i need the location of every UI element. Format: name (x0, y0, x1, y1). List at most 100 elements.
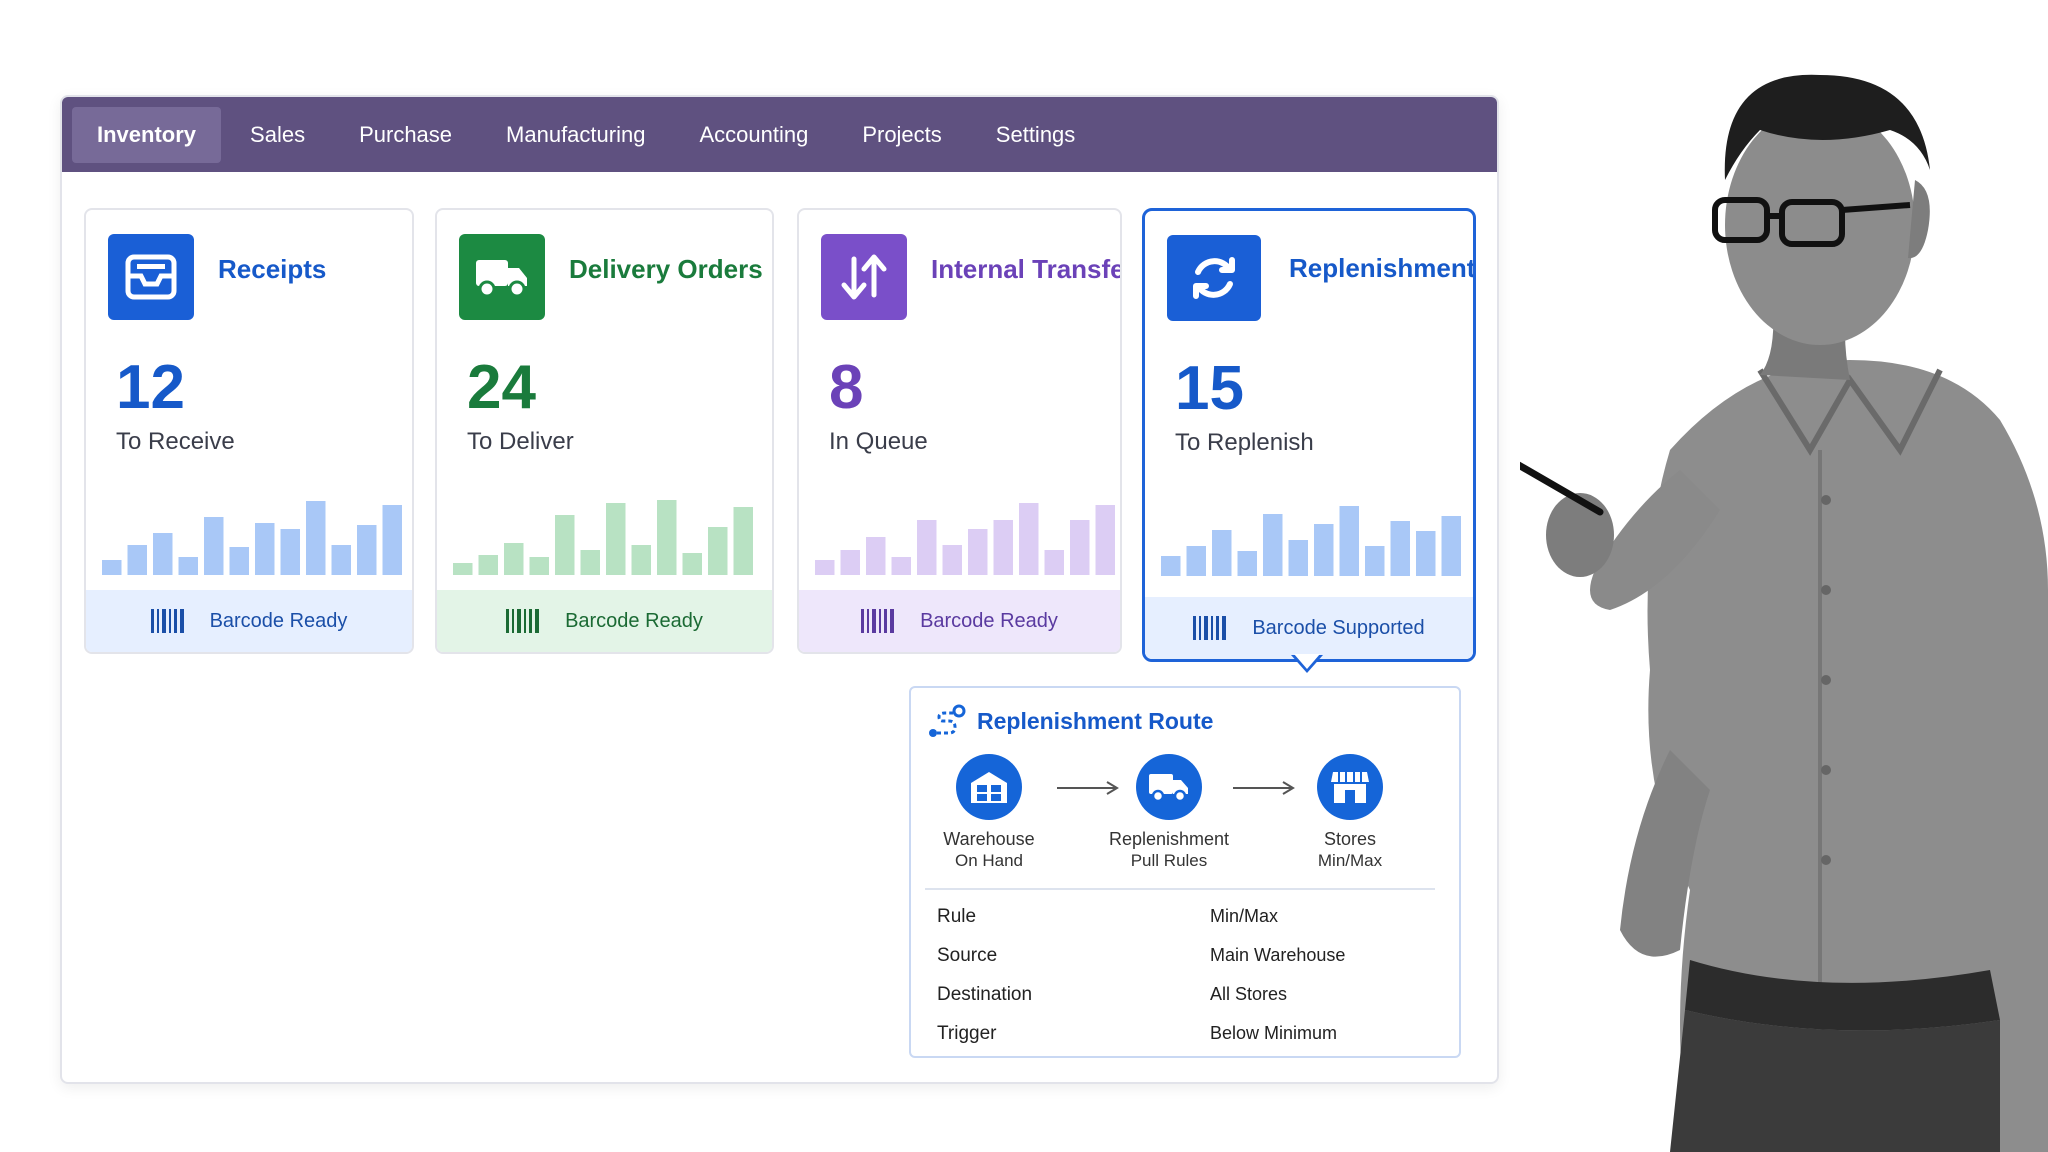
node-sublabel: On Hand (954, 851, 1024, 870)
mini-bar (1186, 546, 1206, 576)
route-node-warehouse: Warehouse On Hand (909, 754, 1069, 872)
mini-bar (453, 563, 473, 575)
card-count: 8 (829, 353, 864, 422)
mini-bar (102, 560, 122, 575)
barcode-status: Barcode Supported (1252, 616, 1425, 639)
mini-bar-chart (815, 475, 1115, 575)
mini-bar (504, 543, 524, 575)
transfer-arrows-icon (821, 234, 907, 320)
refresh-cycle-icon (1167, 235, 1261, 321)
card-title: Internal Transfers (931, 254, 1120, 284)
mini-bar (331, 545, 351, 575)
mini-bar-chart (453, 475, 753, 575)
node-label: Replenishment (1108, 829, 1230, 849)
mini-bar (1044, 550, 1064, 575)
card-count: 24 (467, 353, 536, 422)
mini-bar (993, 520, 1013, 575)
mini-bar (306, 501, 326, 575)
nav-settings[interactable]: Settings (995, 121, 1076, 147)
nav-projects[interactable]: Projects (862, 121, 942, 147)
node-label: Warehouse (943, 829, 1035, 849)
barcode-icon (150, 609, 184, 633)
route-node-replenishment: Replenishment Pull Rules (1089, 754, 1249, 872)
card-subtitle: To Replenish (1175, 429, 1314, 456)
mini-bar (280, 529, 300, 575)
nav-manufacturing[interactable]: Manufacturing (506, 121, 646, 147)
card-footer: Barcode Supported (1145, 597, 1473, 659)
mini-bar (657, 500, 677, 575)
mini-bar (178, 557, 198, 575)
card-count: 12 (116, 353, 185, 422)
flow-arrow-icon (1233, 781, 1295, 795)
route-node-stores: Stores Min/Max (1270, 754, 1430, 872)
delivery-orders-card[interactable]: Delivery Orders 24 To Deliver Barcode Re… (435, 208, 774, 654)
replenishment-route-panel: Replenishment Route Warehouse On Hand Re… (909, 686, 1461, 1058)
barcode-icon (1193, 616, 1227, 640)
internal-transfers-card[interactable]: Internal Transfers 8 In Queue Barcode Re… (797, 208, 1122, 654)
card-footer: Barcode Ready (799, 590, 1120, 652)
card-count: 15 (1175, 354, 1244, 423)
rule-value: All Stores (1210, 984, 1288, 1004)
replenishment-card[interactable]: Replenishment 15 To Replenish Barcode Su… (1142, 208, 1476, 662)
mini-bar (866, 537, 886, 575)
mini-bar-chart (102, 475, 402, 575)
nav-purchase[interactable]: Purchase (359, 121, 453, 147)
mini-bar (682, 553, 702, 575)
barcode-icon (506, 609, 540, 633)
mini-bar (1416, 531, 1436, 576)
rule-key: Rule (937, 906, 977, 927)
mini-bar (1070, 520, 1090, 575)
node-sublabel: Min/Max (1317, 851, 1383, 870)
nav-inventory[interactable]: Inventory (72, 106, 222, 163)
nav-sales[interactable]: Sales (250, 121, 306, 147)
card-subtitle: To Deliver (467, 428, 574, 455)
card-subtitle: To Receive (116, 428, 235, 455)
route-title: Replenishment Route (977, 708, 1214, 734)
card-title: Delivery Orders (569, 254, 763, 284)
mini-bar (529, 557, 549, 575)
mini-bar (478, 555, 498, 575)
mini-bar (255, 523, 275, 575)
mini-bar (1237, 551, 1257, 576)
route-path-icon (929, 704, 966, 737)
receipts-card[interactable]: Receipts 12 To Receive Barcode Ready (84, 208, 414, 654)
barcode-icon (861, 609, 895, 633)
mini-bar (1339, 506, 1359, 576)
card-title: Receipts (218, 254, 327, 284)
card-subtitle: In Queue (829, 428, 928, 455)
mini-bar (1441, 516, 1461, 576)
top-navigation-bar: Inventory Sales Purchase Manufacturing A… (62, 97, 1497, 172)
nav-accounting[interactable]: Accounting (699, 121, 809, 147)
mini-bar (1288, 540, 1308, 576)
mini-bar (1095, 505, 1115, 575)
node-sublabel: Pull Rules (1130, 851, 1208, 870)
mini-bar (357, 525, 377, 575)
flow-arrow-icon (1057, 781, 1119, 795)
mini-bar (606, 503, 626, 575)
mini-bar (1019, 503, 1039, 575)
node-label: Stores (1323, 829, 1377, 849)
rule-key: Source (937, 945, 998, 966)
mini-bar (968, 529, 988, 575)
storefront-icon (1317, 754, 1383, 820)
inbox-tray-icon (108, 234, 194, 320)
delivery-truck-icon (459, 234, 545, 320)
mini-bar (1212, 530, 1232, 576)
mini-bar (229, 547, 249, 575)
mini-bar (1263, 514, 1283, 576)
mini-bar (580, 550, 600, 575)
mini-bar (1390, 521, 1410, 576)
mini-bar-chart (1161, 476, 1461, 576)
mini-bar (204, 517, 224, 575)
mini-bar (1365, 546, 1385, 576)
presenter-photo (1520, 74, 2048, 1152)
card-footer: Barcode Ready (437, 590, 772, 652)
barcode-status: Barcode Ready (209, 609, 348, 632)
callout-pointer-fill (1294, 654, 1320, 669)
mini-bar (840, 550, 860, 575)
mini-bar (127, 545, 147, 575)
mini-bar (942, 545, 962, 575)
rule-key: Destination (937, 984, 1033, 1005)
mini-bar (708, 527, 728, 575)
rule-value: Main Warehouse (1210, 945, 1346, 965)
